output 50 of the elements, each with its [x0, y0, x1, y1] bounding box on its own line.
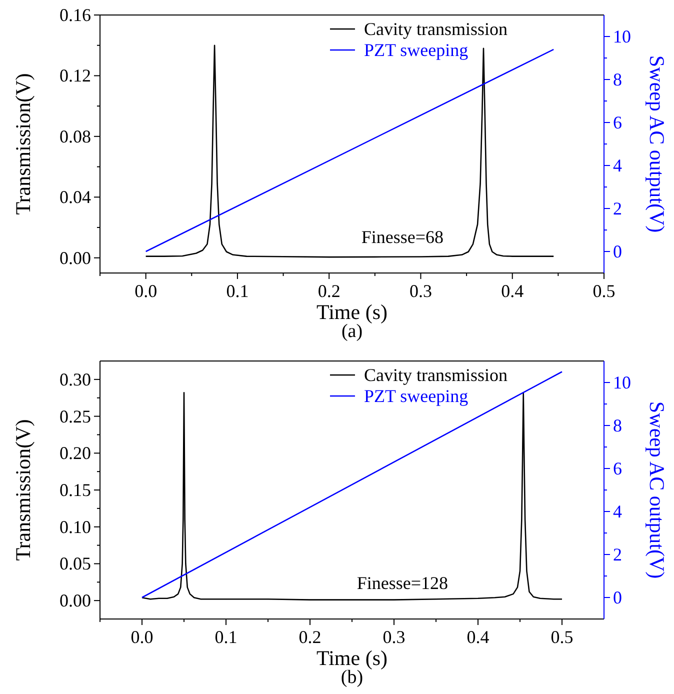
x-axis-title: Time (s): [316, 300, 388, 324]
y-tick-label: 0.30: [60, 369, 91, 390]
y2-tick-label: 8: [613, 416, 622, 436]
y2-tick-label: 6: [613, 112, 622, 132]
y2-tick-label: 10: [613, 372, 631, 392]
y2-tick-label: 2: [613, 544, 622, 564]
y-tick-label: 0.16: [60, 5, 91, 25]
y-tick-label: 0.20: [60, 443, 91, 464]
y-tick-label: 0.15: [60, 480, 91, 500]
legend-label: Cavity transmission: [364, 19, 508, 39]
y-tick-label: 0.25: [60, 406, 91, 426]
y-tick-label: 0.05: [60, 554, 91, 574]
y2-tick-label: 4: [613, 156, 622, 176]
x-tick-label: 0.5: [592, 281, 616, 301]
y2-axis-title: Sweep AC output(V): [645, 55, 669, 233]
x-tick-label: 0.5: [550, 627, 574, 647]
y-axis-title: Transmission(V): [11, 73, 35, 215]
y2-tick-label: 10: [613, 26, 631, 46]
y-tick-label: 0.00: [60, 248, 91, 268]
text: (b): [340, 667, 364, 688]
y2-tick-label: 4: [613, 502, 622, 522]
text: (a): [341, 321, 363, 342]
legend-label: Cavity transmission: [364, 365, 508, 385]
x-tick-label: 0.4: [501, 281, 524, 301]
x-tick-label: 0.3: [409, 281, 432, 301]
y-tick-label: 0.00: [60, 590, 91, 611]
y2-tick-label: 8: [613, 70, 622, 90]
y2-tick-label: 0: [613, 242, 622, 262]
x-tick-label: 0.2: [318, 281, 340, 301]
y2-tick-label: 2: [613, 198, 622, 218]
y-tick-label: 0.10: [60, 516, 91, 537]
y2-tick-label: 6: [613, 458, 622, 478]
x-tick-label: 0.0: [134, 281, 158, 301]
y-tick-label: 0.08: [60, 126, 91, 146]
y-tick-label: 0.04: [60, 187, 91, 208]
x-tick-label: 0.0: [130, 627, 154, 647]
x-tick-label: 0.4: [466, 627, 490, 647]
legend-label: PZT sweeping: [364, 386, 468, 406]
x-tick-label: 0.1: [214, 627, 238, 647]
x-axis-title: Time (s): [316, 646, 388, 670]
annotation: Finesse=128: [356, 573, 448, 593]
annotation: Finesse=68: [361, 227, 444, 247]
x-tick-label: 0.2: [298, 627, 322, 647]
y2-axis-title: Sweep AC output(V): [645, 401, 669, 579]
y2-tick-label: 0: [613, 588, 622, 608]
y-tick-label: 0.12: [60, 66, 91, 86]
x-tick-label: 0.3: [382, 627, 406, 647]
y-axis-title: Transmission(V): [11, 419, 35, 561]
legend-label: PZT sweeping: [364, 40, 468, 60]
x-tick-label: 0.1: [226, 281, 249, 301]
